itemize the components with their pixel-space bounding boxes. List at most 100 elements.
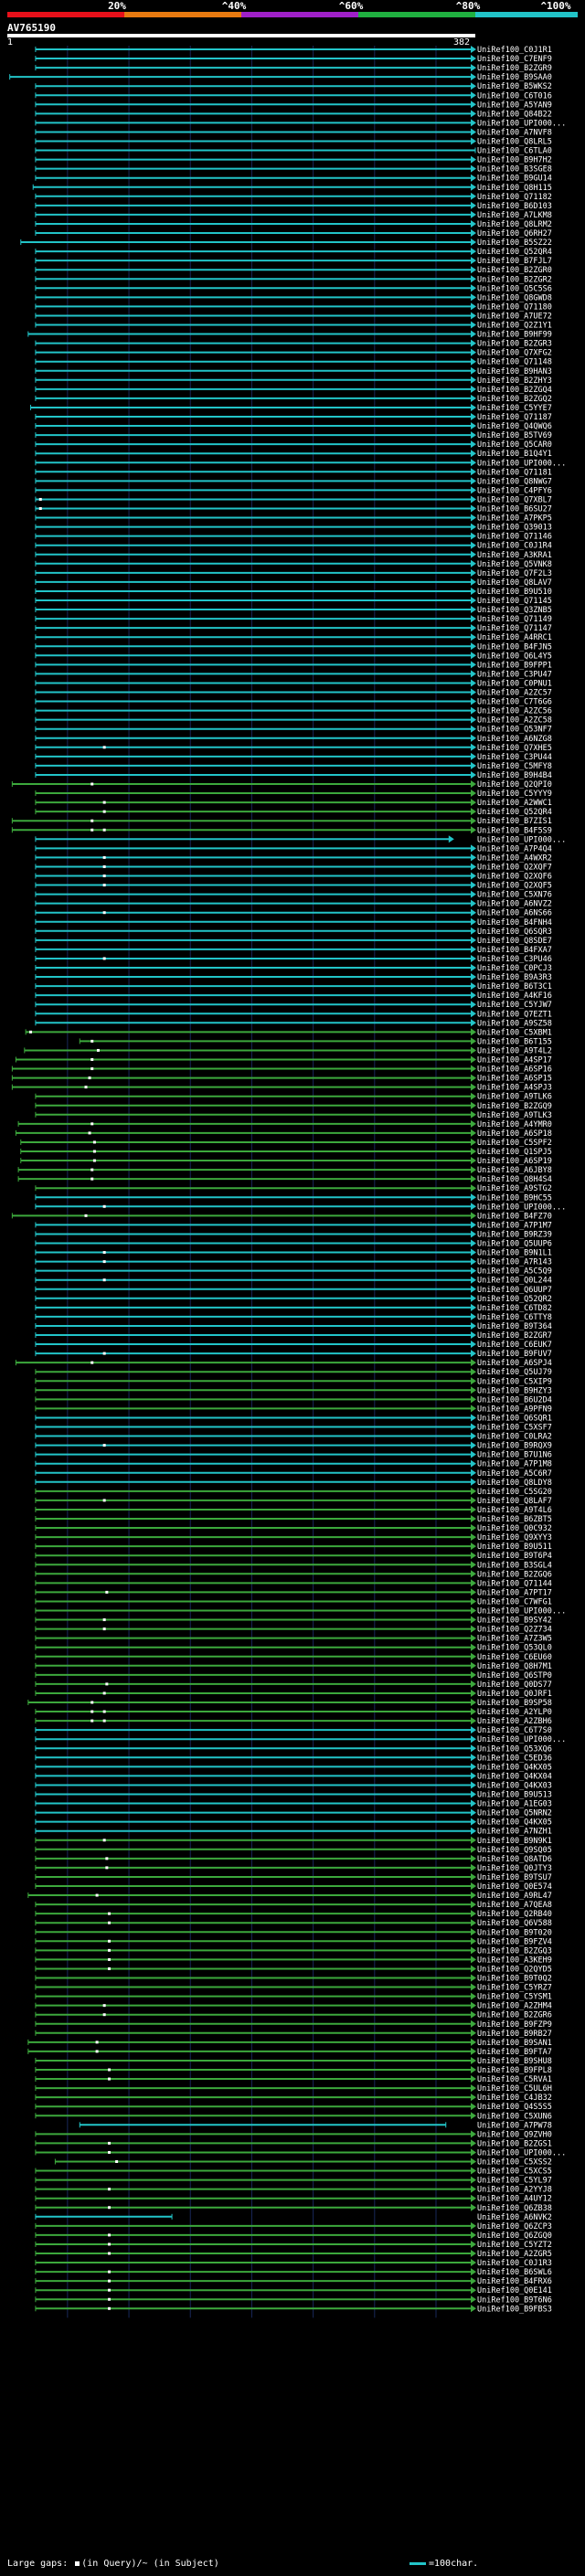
hit-row[interactable]: UniRef100_B9SAA0 [9,73,552,82]
hit-row[interactable]: UniRef100_C5ED36 [35,1754,552,1763]
hit-row[interactable]: UniRef100_Q5CAR0 [35,440,552,450]
hit-row[interactable]: UniRef100_Q4S5S5 [35,2103,552,2112]
hit-row[interactable]: UniRef100_C6EUK7 [35,1341,552,1350]
hit-row[interactable]: UniRef100_Q3ZNB5 [35,606,552,615]
hit-row[interactable]: UniRef100_B9FBS3 [35,2305,552,2314]
hit-row[interactable]: UniRef100_Q8H7M1 [35,1661,552,1671]
hit-row[interactable]: UniRef100_A7P1M8 [35,1459,552,1469]
hit-row[interactable]: UniRef100_B9N9K1 [35,1836,552,1846]
hit-row[interactable]: UniRef100_A2ZBH6 [35,1717,552,1726]
hit-row[interactable]: UniRef100_A7R143 [35,1257,552,1267]
hit-row[interactable]: UniRef100_C6EU60 [35,1652,552,1662]
hit-row[interactable]: UniRef100_B2ZGR9 [35,64,552,73]
hit-row[interactable]: UniRef100_C6T016 [35,91,552,101]
hit-row[interactable]: UniRef100_B9GU14 [35,174,552,184]
hit-row[interactable]: UniRef100_B9HC55 [35,1193,552,1203]
hit-row[interactable]: UniRef100_Q7XBL7 [35,495,552,504]
hit-row[interactable]: UniRef100_A7Z3W5 [35,1634,552,1644]
hit-row[interactable]: UniRef100_Q8LRM2 [35,219,552,229]
hit-row[interactable]: UniRef100_Q9XYY3 [35,1533,552,1542]
hit-row[interactable]: UniRef100_Q4QWQ6 [35,422,552,431]
hit-row[interactable]: UniRef100_Q8LAV7 [35,578,552,588]
hit-row[interactable]: UniRef100_C0LRA2 [35,1432,552,1442]
hit-row[interactable]: UniRef100_Q0JRF1 [35,1689,552,1699]
hit-row[interactable]: UniRef100_A2ZC57 [35,688,552,698]
hit-row[interactable]: UniRef100_B2ZGR7 [35,1331,552,1341]
hit-row[interactable]: UniRef100_B6T155 [79,1037,552,1046]
hit-row[interactable]: UniRef100_B6SU27 [35,504,552,514]
hit-row[interactable]: UniRef100_B2ZHY3 [35,376,552,386]
hit-row[interactable]: UniRef100_A2WWC1 [35,799,552,808]
hit-row[interactable]: UniRef100_Q53XQ6 [35,1744,552,1754]
hit-row[interactable]: UniRef100_B4FNH4 [35,917,552,928]
hit-row[interactable]: UniRef100_B7FJL7 [35,257,552,266]
hit-row[interactable]: UniRef100_Q2Z734 [35,1625,552,1635]
hit-row[interactable]: UniRef100_C7ENF9 [35,55,552,64]
hit-row[interactable]: UniRef100_Q8ATD6 [35,1854,552,1864]
hit-row[interactable]: UniRef100_A7NZH1 [35,1827,552,1837]
hit-row[interactable]: UniRef100_A6SPJ4 [15,1359,552,1368]
hit-row[interactable]: UniRef100_Q5NRN2 [35,1808,552,1818]
hit-row[interactable]: UniRef100_B6U2D4 [35,1395,552,1405]
hit-row[interactable]: UniRef100_Q52QR4 [35,248,552,257]
hit-row[interactable]: UniRef100_Q4KX05 [35,1818,552,1828]
hit-row[interactable]: UniRef100_A9T4L2 [24,1046,552,1055]
hit-row[interactable]: UniRef100_A7NVF8 [35,128,552,137]
hit-row[interactable]: UniRef100_Q4KX04 [35,1772,552,1781]
hit-row[interactable]: UniRef100_C5YSM1 [35,1992,552,2002]
hit-row[interactable]: UniRef100_A4UY12 [35,2194,552,2204]
hit-row[interactable]: UniRef100_B2ZGQ9 [35,1101,552,1111]
hit-row[interactable]: UniRef100_B4FRX6 [35,2277,552,2286]
hit-row[interactable]: UniRef100_Q2XQF7 [35,863,552,872]
hit-row[interactable]: UniRef100_C5SG20 [35,1487,552,1497]
hit-row[interactable]: UniRef100_B4F5S9 [11,826,552,835]
hit-row[interactable]: UniRef100_C5XN76 [35,890,552,900]
hit-row[interactable]: UniRef100_C5XSF7 [35,1423,552,1433]
hit-row[interactable]: UniRef100_Q7F2L3 [35,568,552,578]
hit-row[interactable]: UniRef100_Q8GWD8 [35,293,552,302]
hit-row[interactable]: UniRef100_A2ZHM4 [35,2001,552,2011]
hit-row[interactable]: UniRef100_C5SPF2 [20,1138,552,1148]
hit-row[interactable]: UniRef100_Q0DS77 [35,1680,552,1690]
hit-row[interactable]: UniRef100_A4SPJ3 [11,1083,552,1093]
hit-row[interactable]: UniRef100_UPI000... [35,1203,566,1212]
hit-row[interactable]: UniRef100_Q7EZT1 [35,1010,552,1019]
hit-row[interactable]: UniRef100_A5C5Q9 [35,1267,552,1277]
hit-row[interactable]: UniRef100_B9U511 [35,1542,552,1552]
hit-row[interactable]: UniRef100_B9H7H2 [35,155,552,165]
hit-row[interactable]: UniRef100_Q4KX03 [35,1781,552,1790]
hit-row[interactable]: UniRef100_C5RVA1 [35,2075,552,2084]
hit-row[interactable]: UniRef100_A6SP19 [20,1157,552,1166]
hit-row[interactable]: UniRef100_Q9SQ05 [35,1845,552,1855]
hit-row[interactable]: UniRef100_Q6STP0 [35,1670,552,1680]
hit-row[interactable]: UniRef100_Q71180 [35,302,552,312]
hit-row[interactable]: UniRef100_C7T6G6 [35,697,552,707]
hit-row[interactable]: UniRef100_B9HAN3 [35,366,552,376]
hit-row[interactable]: UniRef100_A5YAN9 [35,101,552,110]
hit-row[interactable]: UniRef100_B9H4B4 [35,770,552,780]
hit-row[interactable]: UniRef100_C0PNU1 [35,679,552,688]
hit-row[interactable]: UniRef100_A7PT17 [35,1588,552,1597]
hit-row[interactable]: UniRef100_Q6ZCP3 [35,2221,552,2231]
hit-row[interactable]: UniRef100_B6D103 [35,201,552,211]
hit-row[interactable]: UniRef100_Q1SPJ5 [20,1148,552,1157]
hit-row[interactable]: UniRef100_C5UL6H [35,2084,552,2094]
hit-row[interactable]: UniRef100_A7QEA8 [35,1901,552,1910]
hit-row[interactable]: UniRef100_Q39013 [35,523,552,533]
hit-row[interactable]: UniRef100_B9RB27 [35,2029,552,2039]
hit-row[interactable]: UniRef100_A7P1M7 [35,1221,552,1230]
hit-row[interactable]: UniRef100_C5YRZ7 [35,1983,552,1993]
hit-row[interactable]: UniRef100_Q8SDE7 [35,936,552,946]
hit-row[interactable]: UniRef100_B9N1L1 [35,1248,552,1258]
hit-row[interactable]: UniRef100_B9SHU8 [35,2056,552,2066]
hit-row[interactable]: UniRef100_A4YMR0 [17,1119,552,1129]
hit-row[interactable]: UniRef100_Q2RB40 [35,1910,552,1919]
hit-row[interactable]: UniRef100_B9T364 [35,1321,552,1331]
hit-row[interactable]: UniRef100_B9T020 [35,1928,552,1937]
hit-row[interactable]: UniRef100_B2ZGS1 [35,2139,552,2148]
hit-row[interactable]: UniRef100_UPI000... [35,459,566,468]
hit-row[interactable]: UniRef100_C5YYE7 [30,403,552,413]
hit-row[interactable]: UniRef100_Q71187 [35,413,552,422]
hit-row[interactable]: UniRef100_Q71144 [35,1579,552,1588]
hit-row[interactable]: UniRef100_Q6ZB38 [35,2203,552,2213]
